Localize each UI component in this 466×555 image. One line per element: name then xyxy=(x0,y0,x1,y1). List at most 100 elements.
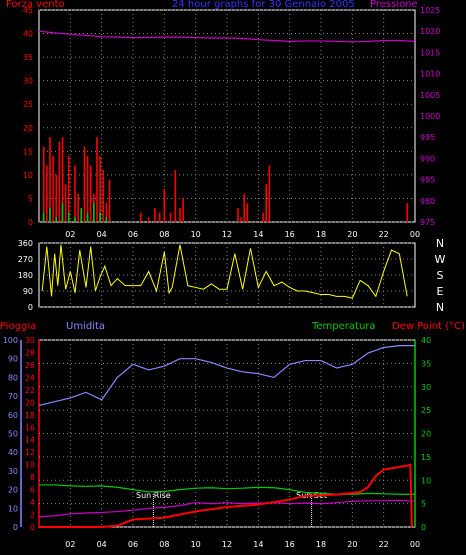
rain-tick-label: 0 xyxy=(30,523,35,532)
wind-tick-label: 40 xyxy=(23,30,33,39)
temperature-tick-label: 30 xyxy=(421,383,431,392)
rain-tick-label: 14 xyxy=(25,436,35,445)
x-tick-label: 10 xyxy=(191,540,201,549)
temperature-tick-label: 20 xyxy=(421,430,431,439)
series-line-3 xyxy=(39,463,413,528)
humidity-tick-label: 20 xyxy=(8,486,18,495)
rain-tick-label: 6 xyxy=(30,486,35,495)
x-tick-label: 20 xyxy=(347,540,357,549)
wind-axis-label: Forza vento xyxy=(6,0,65,10)
compass-label: N xyxy=(436,237,444,250)
x-tick-label: 10 xyxy=(191,230,201,239)
x-tick-label: 02 xyxy=(65,230,75,239)
temperature-tick-label: 10 xyxy=(421,476,431,485)
humidity-tick-label: 70 xyxy=(8,392,18,401)
temperature-humidity-chart: 0510152025303540010203040506070809010002… xyxy=(3,336,431,549)
rain-tick-label: 26 xyxy=(25,361,35,370)
x-tick-label: 22 xyxy=(379,540,389,549)
x-tick-label: 08 xyxy=(159,540,169,549)
temperature-tick-label: 25 xyxy=(421,406,431,415)
pressure-tick-label: 1010 xyxy=(420,70,440,79)
x-tick-label: 14 xyxy=(253,540,263,549)
x-tick-label: 14 xyxy=(253,230,263,239)
humidity-tick-label: 100 xyxy=(3,336,18,345)
wind-tick-label: 25 xyxy=(23,100,33,109)
pressure-tick-label: 995 xyxy=(420,133,435,142)
rain-tick-label: 28 xyxy=(25,348,35,357)
pressure-tick-label: 1025 xyxy=(420,6,440,15)
temperature-tick-label: 35 xyxy=(421,359,431,368)
x-tick-label: 16 xyxy=(285,230,295,239)
pressure-tick-label: 1000 xyxy=(420,112,440,121)
humidity-tick-label: 10 xyxy=(8,504,18,513)
pressure-axis-label: Pressione xyxy=(370,0,418,10)
pressure-tick-label: 1015 xyxy=(420,48,440,57)
rain-tick-label: 30 xyxy=(25,336,35,345)
rain-tick-label: 12 xyxy=(25,448,35,457)
pressure-line xyxy=(38,30,416,43)
x-tick-label: 20 xyxy=(347,230,357,239)
series-line-0 xyxy=(38,345,415,407)
compass-label: E xyxy=(437,285,444,298)
x-tick-label: 06 xyxy=(128,540,138,549)
pressure-tick-label: 1005 xyxy=(420,91,440,100)
page-title: 24 hour graphs for 30 Gennaio 2005 xyxy=(172,0,355,10)
pressure-tick-label: 1020 xyxy=(420,27,440,36)
direction-tick-label: 360 xyxy=(18,239,33,248)
pressure-tick-label: 975 xyxy=(420,218,435,227)
pressure-tick-label: 990 xyxy=(420,154,435,163)
rain-tick-label: 16 xyxy=(25,423,35,432)
wind-tick-label: 20 xyxy=(23,124,33,133)
rain-axis-label: Pioggia xyxy=(0,321,37,332)
rain-tick-label: 18 xyxy=(25,411,35,420)
temperature-tick-label: 5 xyxy=(421,500,426,509)
wind-tick-label: 30 xyxy=(23,77,33,86)
direction-tick-label: 0 xyxy=(28,303,33,312)
compass-label: W xyxy=(435,253,446,266)
sun-annotation: Sun Rise xyxy=(136,491,171,500)
direction-tick-label: 180 xyxy=(18,271,33,280)
direction-tick-label: 90 xyxy=(23,287,33,296)
temperature-tick-label: 15 xyxy=(421,453,431,462)
x-tick-label: 18 xyxy=(316,540,326,549)
wind-direction-line xyxy=(41,244,408,299)
temperature-tick-label: 0 xyxy=(421,523,426,532)
x-tick-label: 00 xyxy=(410,230,420,239)
x-tick-label: 06 xyxy=(128,230,138,239)
dewpoint-axis-label: Dew Point (°C) xyxy=(392,321,466,332)
compass-label: N xyxy=(436,301,444,314)
series-line-2 xyxy=(38,499,416,518)
rain-tick-label: 20 xyxy=(25,398,35,407)
humidity-tick-label: 90 xyxy=(8,355,18,364)
wind-tick-label: 45 xyxy=(23,6,33,15)
wind-tick-label: 0 xyxy=(28,218,33,227)
wind-tick-label: 35 xyxy=(23,53,33,62)
compass-label: S xyxy=(437,269,444,282)
x-tick-label: 08 xyxy=(159,230,169,239)
pressure-tick-label: 980 xyxy=(420,197,435,206)
wind-pressure-chart: 0510152025303540459759809859909951000100… xyxy=(23,6,441,239)
humidity-tick-label: 30 xyxy=(8,467,18,476)
rain-tick-label: 24 xyxy=(25,373,35,382)
series-line-1 xyxy=(39,484,415,495)
wind-tick-label: 10 xyxy=(23,171,33,180)
x-tick-label: 00 xyxy=(410,540,420,549)
pressure-tick-label: 985 xyxy=(420,176,435,185)
wind-tick-label: 5 xyxy=(28,194,33,203)
x-tick-label: 04 xyxy=(97,230,107,239)
rain-tick-label: 22 xyxy=(25,386,35,395)
x-tick-label: 02 xyxy=(65,540,75,549)
humidity-tick-label: 50 xyxy=(8,430,18,439)
humidity-tick-label: 0 xyxy=(13,523,18,532)
rain-tick-label: 2 xyxy=(30,511,35,520)
x-tick-label: 16 xyxy=(285,540,295,549)
temperature-tick-label: 40 xyxy=(421,336,431,345)
direction-tick-label: 270 xyxy=(18,255,33,264)
temperature-axis-label: Temperatura xyxy=(312,321,376,332)
x-tick-label: 22 xyxy=(379,230,389,239)
humidity-tick-label: 80 xyxy=(8,373,18,382)
x-tick-label: 12 xyxy=(222,230,232,239)
